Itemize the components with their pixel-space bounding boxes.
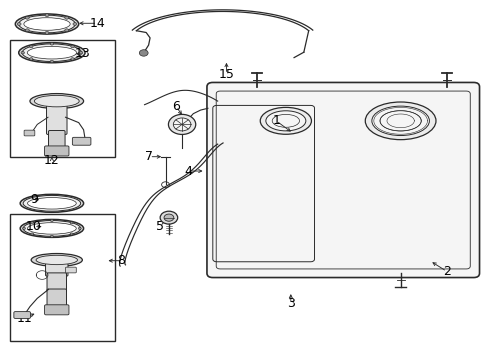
- Ellipse shape: [15, 14, 79, 34]
- Text: 1: 1: [272, 114, 280, 127]
- Circle shape: [21, 51, 24, 54]
- Text: 7: 7: [145, 150, 153, 163]
- Text: 6: 6: [172, 100, 180, 113]
- Ellipse shape: [27, 223, 76, 234]
- FancyBboxPatch shape: [48, 131, 65, 149]
- Circle shape: [45, 14, 49, 17]
- Ellipse shape: [23, 195, 81, 211]
- Circle shape: [22, 227, 25, 229]
- Circle shape: [29, 58, 33, 60]
- Text: 13: 13: [75, 47, 90, 60]
- Circle shape: [139, 50, 148, 56]
- Text: 12: 12: [44, 154, 60, 167]
- FancyBboxPatch shape: [44, 305, 69, 315]
- Ellipse shape: [34, 95, 79, 107]
- Circle shape: [168, 114, 195, 134]
- Text: 4: 4: [184, 165, 192, 177]
- Circle shape: [17, 23, 21, 26]
- Bar: [10, 214, 115, 341]
- Circle shape: [71, 45, 74, 48]
- FancyBboxPatch shape: [65, 267, 76, 273]
- Bar: [10, 40, 115, 157]
- Ellipse shape: [272, 114, 299, 127]
- Ellipse shape: [27, 198, 76, 209]
- Circle shape: [79, 51, 82, 54]
- Text: 2: 2: [442, 265, 450, 278]
- FancyBboxPatch shape: [47, 289, 66, 308]
- FancyBboxPatch shape: [72, 137, 91, 145]
- Circle shape: [31, 233, 34, 235]
- Ellipse shape: [24, 18, 70, 30]
- Circle shape: [50, 220, 53, 222]
- Text: 15: 15: [218, 68, 234, 81]
- Ellipse shape: [20, 194, 83, 212]
- Ellipse shape: [27, 46, 76, 59]
- Ellipse shape: [36, 255, 77, 265]
- Circle shape: [73, 23, 77, 26]
- Circle shape: [50, 235, 53, 237]
- Ellipse shape: [365, 102, 435, 140]
- Ellipse shape: [260, 107, 311, 134]
- Circle shape: [70, 233, 73, 235]
- Text: 11: 11: [16, 311, 32, 325]
- FancyBboxPatch shape: [206, 82, 479, 278]
- Ellipse shape: [265, 111, 305, 131]
- Ellipse shape: [31, 253, 82, 266]
- FancyBboxPatch shape: [46, 102, 67, 134]
- Circle shape: [70, 222, 73, 224]
- Ellipse shape: [379, 111, 421, 131]
- Ellipse shape: [19, 15, 75, 33]
- Circle shape: [31, 222, 34, 224]
- Text: 14: 14: [89, 17, 105, 30]
- Ellipse shape: [371, 106, 428, 135]
- Text: 8: 8: [118, 254, 125, 267]
- Circle shape: [29, 45, 33, 48]
- Circle shape: [64, 16, 68, 19]
- Circle shape: [160, 211, 177, 224]
- Ellipse shape: [20, 220, 83, 237]
- Circle shape: [50, 42, 54, 45]
- FancyBboxPatch shape: [45, 259, 68, 276]
- Circle shape: [71, 58, 74, 60]
- Circle shape: [64, 29, 68, 32]
- Circle shape: [25, 29, 29, 32]
- Ellipse shape: [19, 42, 85, 63]
- Circle shape: [25, 16, 29, 19]
- Ellipse shape: [30, 94, 83, 109]
- FancyBboxPatch shape: [44, 146, 69, 156]
- FancyBboxPatch shape: [14, 312, 30, 319]
- Ellipse shape: [23, 221, 81, 236]
- Circle shape: [78, 227, 81, 229]
- Text: 9: 9: [30, 193, 38, 206]
- Text: 5: 5: [156, 220, 164, 233]
- Circle shape: [163, 214, 173, 221]
- FancyBboxPatch shape: [24, 130, 35, 136]
- Circle shape: [50, 60, 54, 63]
- Circle shape: [173, 118, 190, 131]
- Ellipse shape: [22, 44, 81, 62]
- Circle shape: [45, 31, 49, 34]
- Text: 3: 3: [286, 297, 294, 310]
- Text: 10: 10: [26, 220, 41, 233]
- FancyBboxPatch shape: [47, 273, 66, 292]
